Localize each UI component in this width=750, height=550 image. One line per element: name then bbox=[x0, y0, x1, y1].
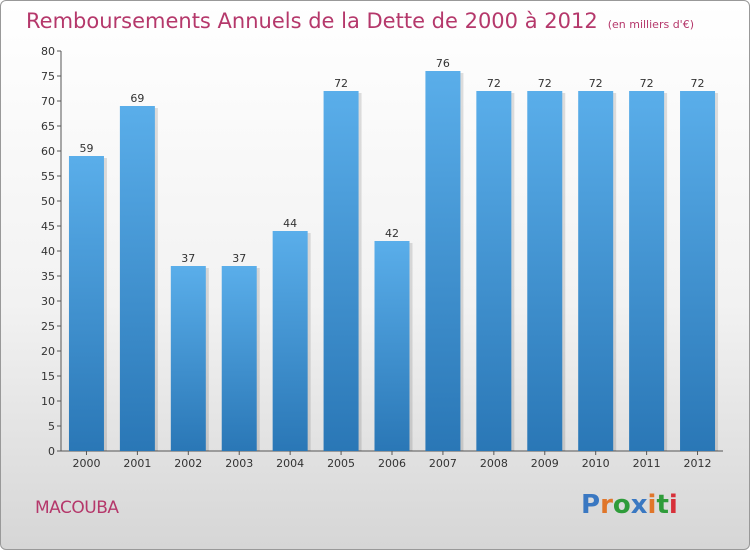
logo-letter: i bbox=[647, 490, 657, 520]
data-label-2008: 72 bbox=[487, 77, 501, 90]
data-label-2011: 72 bbox=[640, 77, 654, 90]
logo-letter: x bbox=[630, 490, 648, 520]
y-tick-label: 10 bbox=[41, 395, 55, 408]
data-label-2012: 72 bbox=[691, 77, 705, 90]
y-tick-label: 30 bbox=[41, 295, 55, 308]
x-tick-label-2002: 2002 bbox=[174, 457, 202, 470]
data-label-2007: 76 bbox=[436, 57, 450, 70]
bar-2005 bbox=[323, 91, 359, 451]
y-tick-label: 50 bbox=[41, 195, 55, 208]
y-tick-label: 0 bbox=[48, 445, 55, 458]
bar-2008 bbox=[476, 91, 512, 451]
x-tick-label-2007: 2007 bbox=[429, 457, 457, 470]
logo-letter: t bbox=[656, 490, 669, 520]
chart-title-text: Remboursements Annuels de la Dette de 20… bbox=[26, 9, 598, 33]
y-tick-label: 20 bbox=[41, 345, 55, 358]
bar-2012 bbox=[680, 91, 716, 451]
x-tick-label-2010: 2010 bbox=[582, 457, 610, 470]
bar-2001 bbox=[119, 106, 155, 451]
bar-2010 bbox=[578, 91, 614, 451]
y-tick-label: 65 bbox=[41, 120, 55, 133]
y-tick-label: 25 bbox=[41, 320, 55, 333]
chart-bars bbox=[68, 71, 719, 451]
bar-2011 bbox=[629, 91, 665, 451]
y-tick-label: 80 bbox=[41, 45, 55, 58]
data-label-2003: 37 bbox=[232, 252, 246, 265]
chart-title: Remboursements Annuels de la Dette de 20… bbox=[26, 9, 694, 33]
logo-letter: r bbox=[600, 490, 613, 520]
commune-name: MACOUBA bbox=[35, 498, 119, 518]
bar-2003 bbox=[221, 266, 257, 451]
logo-letter: P bbox=[581, 490, 601, 520]
x-tick-label-2012: 2012 bbox=[684, 457, 712, 470]
data-label-2005: 72 bbox=[334, 77, 348, 90]
y-tick-label: 70 bbox=[41, 95, 55, 108]
chart-axes: 0 5 10 15 20 25 30 35 40 45 50 55 60 65 70 75 80 2000 2001… bbox=[41, 45, 723, 470]
bar-2000 bbox=[68, 156, 104, 451]
chart-labels: 59 69 37 37 44 72 42 76 72 72 72 72 72 bbox=[79, 57, 704, 265]
x-tick-label-2005: 2005 bbox=[327, 457, 355, 470]
bar-2007 bbox=[425, 71, 461, 451]
x-tick-label-2009: 2009 bbox=[531, 457, 559, 470]
y-tick-label: 45 bbox=[41, 220, 55, 233]
data-label-2010: 72 bbox=[589, 77, 603, 90]
data-label-2004: 44 bbox=[283, 217, 297, 230]
x-tick-label-2011: 2011 bbox=[633, 457, 661, 470]
x-tick-label-2000: 2000 bbox=[72, 457, 100, 470]
bar-2009 bbox=[527, 91, 563, 451]
y-tick-label: 35 bbox=[41, 270, 55, 283]
chart-subtitle: (en milliers d'€) bbox=[607, 18, 694, 31]
y-tick-label: 60 bbox=[41, 145, 55, 158]
data-label-2006: 42 bbox=[385, 227, 399, 240]
y-tick-label: 55 bbox=[41, 170, 55, 183]
x-tick-label-2008: 2008 bbox=[480, 457, 508, 470]
data-label-2009: 72 bbox=[538, 77, 552, 90]
y-tick-label: 40 bbox=[41, 245, 55, 258]
bar-2006 bbox=[374, 241, 410, 451]
bar-2004 bbox=[272, 231, 308, 451]
y-tick-label: 15 bbox=[41, 370, 55, 383]
x-tick-label-2003: 2003 bbox=[225, 457, 253, 470]
y-tick-label: 5 bbox=[48, 420, 55, 433]
proxiti-logo[interactable]: Proxiti bbox=[581, 490, 678, 520]
logo-letter: o bbox=[612, 490, 631, 520]
x-tick-label-2006: 2006 bbox=[378, 457, 406, 470]
bar-2002 bbox=[170, 266, 206, 451]
data-label-2002: 37 bbox=[181, 252, 195, 265]
y-tick-label: 75 bbox=[41, 70, 55, 83]
data-label-2000: 59 bbox=[79, 142, 93, 155]
x-tick-label-2004: 2004 bbox=[276, 457, 304, 470]
x-tick-label-2001: 2001 bbox=[123, 457, 151, 470]
data-label-2001: 69 bbox=[130, 92, 144, 105]
logo-letter: i bbox=[668, 490, 678, 520]
